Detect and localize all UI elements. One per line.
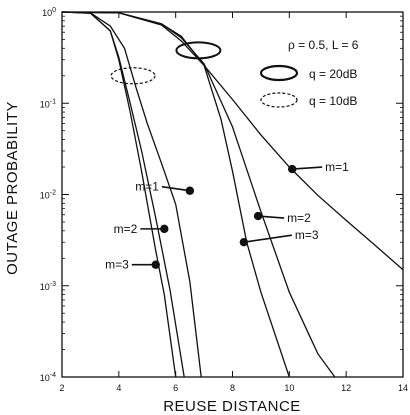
series-line-q10dB-m1 <box>61 11 202 378</box>
series-line-q10dB-m3 <box>61 11 177 378</box>
group-ellipse-20dB <box>175 41 222 60</box>
annotation-label: m=3 <box>105 258 129 272</box>
annotation-dot <box>239 238 249 247</box>
annotation-label: m=1 <box>325 160 349 174</box>
params-label: ρ = 0.5, L = 6 <box>288 38 359 52</box>
legend: q = 20dB q = 10dB <box>259 64 357 108</box>
series-line-q20dB-m1 <box>61 11 404 271</box>
annotation-label: m=1 <box>135 180 159 194</box>
legend-label-20db: q = 20dB <box>309 67 357 81</box>
annotation-dot <box>185 186 195 195</box>
y-tick-label: 100 <box>42 7 56 18</box>
series-line-q10dB-m2 <box>61 11 185 378</box>
series-lines <box>61 11 404 378</box>
group-ellipse-10dB <box>110 67 156 85</box>
x-tick-label: 2 <box>59 383 64 393</box>
x-tick-label: 6 <box>173 383 178 393</box>
annotation-leader <box>258 215 285 219</box>
group-ellipses <box>110 41 222 85</box>
x-tick-label: 4 <box>116 383 121 393</box>
x-tick-label: 8 <box>230 383 235 393</box>
y-tick-label: 10-3 <box>40 281 56 292</box>
annotation-leader <box>161 185 190 192</box>
plot-axes: 2 4 6 8 10 12 14 100 10-1 10-2 10-3 10-4 <box>40 7 408 393</box>
legend-solid-marker <box>259 64 299 82</box>
annotation-dot <box>160 224 169 234</box>
x-tick-label: 14 <box>398 383 408 393</box>
series-line-q20dB-m3 <box>61 11 290 378</box>
annotation-leader <box>243 234 292 244</box>
y-tick-label: 10-2 <box>40 190 56 201</box>
annotation-label: m=2 <box>287 211 311 225</box>
annotation-dot <box>287 164 297 174</box>
legend-dashed-marker <box>260 92 298 108</box>
x-tick-label: 10 <box>284 383 294 393</box>
y-tick-label: 10-4 <box>40 372 56 383</box>
annotation-label: m=2 <box>114 222 138 236</box>
y-tick-label: 10-1 <box>40 98 56 109</box>
curve-annotations: m=1 m=2 m=3 m=1 m=2 m=3 <box>105 160 349 272</box>
legend-label-10db: q = 10dB <box>309 94 357 108</box>
y-axis-title: OUTAGE PROBABILITY <box>4 101 21 275</box>
annotation-label: m=3 <box>295 228 319 242</box>
annotation-dot <box>151 260 160 269</box>
annotation-leader <box>292 166 323 170</box>
x-tick-label: 12 <box>341 383 351 393</box>
series-line-q20dB-m2 <box>61 11 336 378</box>
x-axis-title: REUSE DISTANCE <box>163 398 301 415</box>
annotation-dot <box>253 211 263 221</box>
